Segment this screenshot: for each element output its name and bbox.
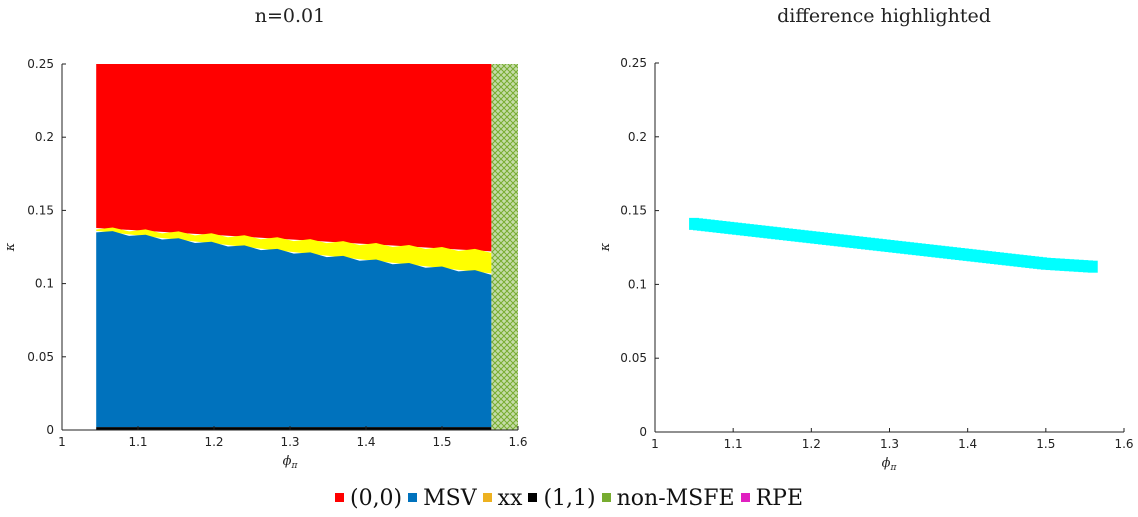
y-tick-label: 0.1 [35,277,54,291]
right-plot-ticks: 1 1.1 1.2 1.3 1.4 1.5 1.6 0 0.05 0.1 0.15 0.2 0.25 [620,56,1133,451]
legend-label: (0,0) [350,486,402,511]
x-tick-label: 1.4 [958,437,977,451]
legend-label: MSV [423,486,477,511]
y-tick-label: 0.15 [620,204,647,218]
left-y-label: κ [3,242,18,252]
legend-swatch [408,493,417,502]
legend-swatch [741,493,750,502]
legend-item: RPE [741,486,803,511]
y-tick-label: 0.05 [620,351,647,365]
y-tick-label: 0.1 [628,277,647,291]
right-x-label: ϕπ [882,456,898,473]
legend-item: (0,0) [335,486,402,511]
left-plot-regions [96,64,518,430]
legend-item: MSV [408,486,477,511]
legend-item: (1,1) [528,486,595,511]
legend-label: non-MSFE [617,486,735,511]
left-plot-title: n=0.01 [255,5,325,27]
x-tick-label: 1.3 [880,437,899,451]
x-tick-label: 1.3 [280,435,299,449]
legend: (0,0) MSV xx (1,1) non-MSFE RPE [0,486,1138,511]
x-tick-label: 1.1 [724,437,743,451]
y-tick-label: 0 [639,425,647,439]
x-tick-label: 1 [651,437,659,451]
left-x-label: ϕπ [283,454,299,471]
y-tick-label: 0.25 [620,56,647,70]
x-tick-label: 1.5 [1036,437,1055,451]
y-tick-label: 0.2 [628,130,647,144]
x-tick-label: 1.4 [356,435,375,449]
x-tick-label: 1.2 [204,435,223,449]
x-tick-label: 1.5 [432,435,451,449]
legend-swatch [335,493,344,502]
data-point [1088,261,1098,273]
region-non-msfe [491,64,518,430]
x-tick-label: 1.6 [508,435,527,449]
right-y-label: κ [598,242,613,252]
y-tick-label: 0.15 [27,203,54,217]
right-plot: difference highlighted 1 1.1 1.2 1.3 1.4 1.5 1… [598,5,1134,473]
legend-swatch [483,493,492,502]
y-tick-label: 0.25 [27,57,54,71]
y-tick-label: 0.05 [27,350,54,364]
legend-label: xx [498,486,523,511]
x-tick-label: 1.1 [128,435,147,449]
region-0-0 [96,64,491,251]
left-plot: n=0.01 1 1.1 1.2 1.3 1.4 1.5 1.6 0 0.05 0.1 0.15 0.… [3,5,528,471]
legend-swatch [602,493,611,502]
x-tick-label: 1.2 [802,437,821,451]
legend-swatch [528,493,537,502]
legend-item: non-MSFE [602,486,735,511]
y-tick-label: 0.2 [35,130,54,144]
y-tick-label: 0 [46,423,54,437]
legend-label: RPE [756,486,803,511]
legend-label: (1,1) [543,486,595,511]
right-plot-title: difference highlighted [777,5,991,27]
right-plot-points [689,218,1098,273]
x-tick-label: 1 [58,435,66,449]
legend-item: xx [483,486,523,511]
x-tick-label: 1.6 [1114,437,1133,451]
